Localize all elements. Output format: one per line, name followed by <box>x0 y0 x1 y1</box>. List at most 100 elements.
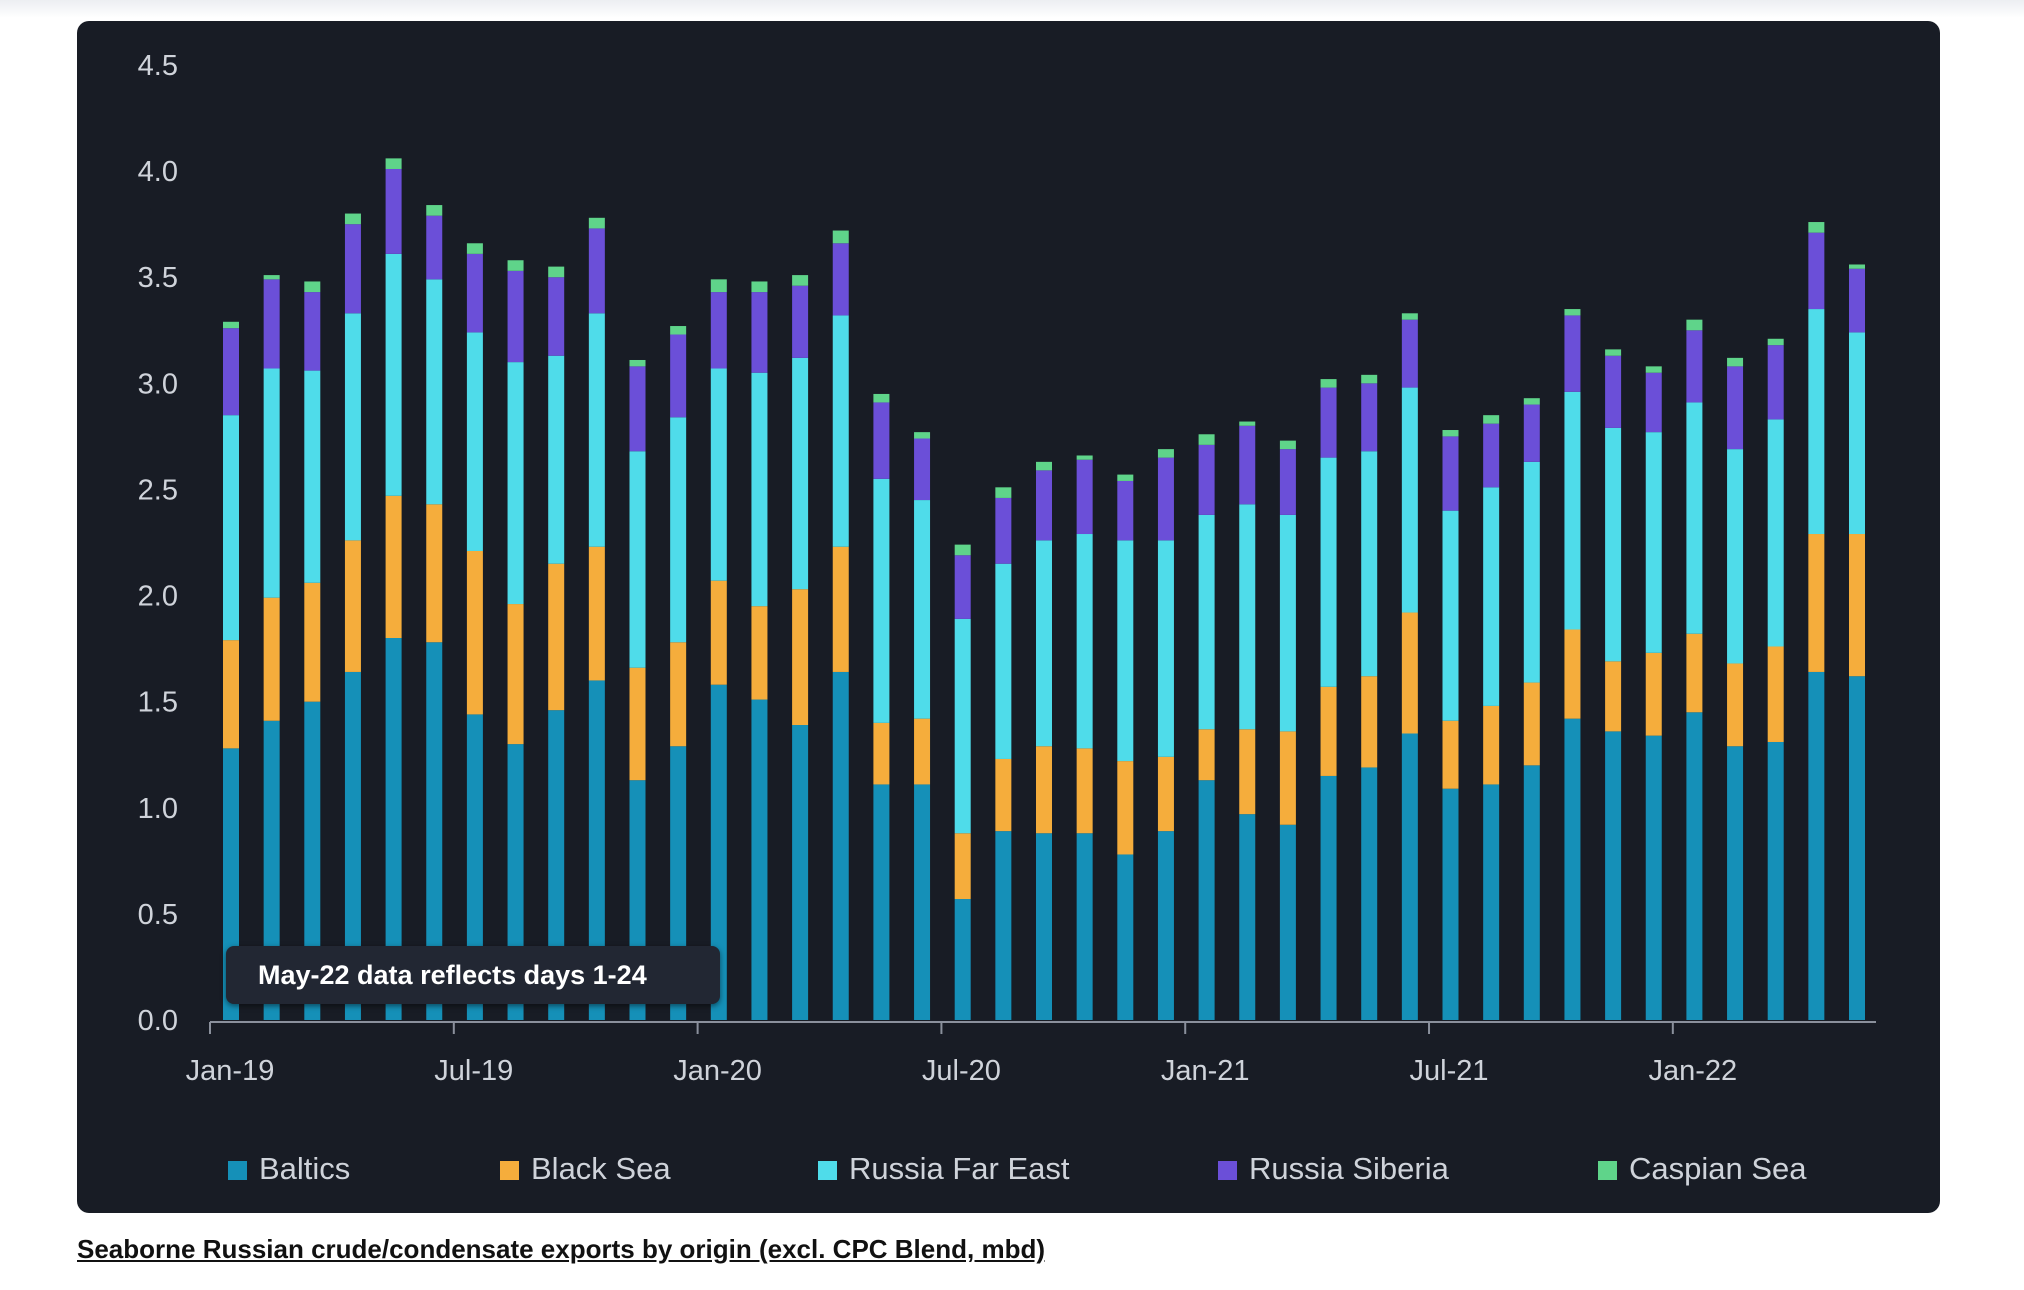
x-tick-label: Jul-20 <box>922 1055 1001 1087</box>
bar-segment-caspian-sea <box>223 321 239 329</box>
bar-segment-black-sea <box>385 495 402 638</box>
bar-segment-caspian-sea <box>1727 357 1744 367</box>
x-tick-label: Jan-19 <box>186 1055 275 1087</box>
bar-segment-caspian-sea <box>1686 319 1703 331</box>
bar-segment-russia-far-east <box>629 451 646 668</box>
bar-segment-black-sea <box>1605 661 1622 732</box>
bar-segment-baltics <box>1076 833 1093 1020</box>
x-tick-label: Jul-21 <box>1410 1055 1489 1087</box>
bar-segment-black-sea <box>304 582 321 702</box>
bar-segment-caspian-sea <box>1076 455 1093 460</box>
bar-segment-russia-far-east <box>223 415 239 641</box>
bar-segment-black-sea <box>1808 534 1825 672</box>
bar-segment-russia-siberia <box>1157 457 1174 541</box>
bar-segment-russia-far-east <box>1727 449 1744 664</box>
bar-segment-black-sea <box>832 546 849 672</box>
bar-segment-russia-far-east <box>1442 510 1459 721</box>
bar-segment-russia-siberia <box>914 438 931 501</box>
bar-segment-russia-siberia <box>670 334 687 418</box>
y-tick-label: 4.5 <box>138 50 178 82</box>
bar-segment-caspian-sea <box>1767 338 1784 346</box>
bar-segment-baltics <box>1808 671 1825 1020</box>
bar-segment-russia-siberia <box>1401 319 1418 388</box>
bar-segment-caspian-sea <box>1239 421 1256 426</box>
bar-segment-russia-far-east <box>588 313 605 547</box>
chart-caption: Seaborne Russian crude/condensate export… <box>77 1234 1045 1264</box>
bar-segment-russia-siberia <box>223 328 239 416</box>
bar-segment-baltics <box>344 671 361 1020</box>
bar-segment-russia-far-east <box>751 372 768 607</box>
bar-segment-caspian-sea <box>954 544 971 556</box>
bar-segment-russia-far-east <box>954 618 971 834</box>
bar-segment-caspian-sea <box>344 213 361 225</box>
bar-segment-baltics <box>1361 767 1378 1020</box>
bar-segment-russia-siberia <box>385 168 402 254</box>
bar-segment-baltics <box>1279 824 1296 1020</box>
bar-segment-baltics <box>1605 731 1622 1020</box>
bar-segment-caspian-sea <box>873 393 890 403</box>
bar-segment-black-sea <box>1483 705 1500 785</box>
bar-segment-russia-far-east <box>995 563 1012 759</box>
y-tick-label: 1.5 <box>138 687 178 719</box>
bar-segment-black-sea <box>1239 729 1256 815</box>
bar-segment-caspian-sea <box>1401 313 1418 320</box>
bar-segment-black-sea <box>344 540 361 672</box>
legend-label: Russia Siberia <box>1249 1151 1450 1186</box>
bar-segment-black-sea <box>1645 652 1662 736</box>
bar-segment-russia-far-east <box>1564 391 1581 630</box>
bar-segment-caspian-sea <box>426 205 443 216</box>
bar-segment-russia-siberia <box>1117 480 1134 541</box>
bar-segment-russia-far-east <box>1645 432 1662 653</box>
legend-swatch-caspian-sea <box>1598 1161 1617 1180</box>
bar-segment-black-sea <box>670 642 687 747</box>
bar-segment-black-sea <box>466 550 483 715</box>
bar-segment-black-sea <box>792 589 809 726</box>
bar-segment-caspian-sea <box>385 158 402 169</box>
bar-segment-black-sea <box>263 597 280 721</box>
bar-segment-baltics <box>751 699 768 1020</box>
bar-segment-russia-far-east <box>426 279 443 505</box>
bar-segment-russia-far-east <box>1076 534 1093 749</box>
bar-segment-baltics <box>1239 814 1256 1020</box>
bar-segment-baltics <box>954 899 971 1020</box>
bar-segment-caspian-sea <box>304 281 321 293</box>
bar-segment-black-sea <box>507 604 524 745</box>
bar-segment-black-sea <box>1401 612 1418 734</box>
x-tick-label: Jan-22 <box>1648 1055 1737 1087</box>
bar-segment-russia-siberia <box>751 292 768 373</box>
bar-segment-russia-siberia <box>629 366 646 452</box>
bar-segment-russia-siberia <box>304 292 321 371</box>
bar-segment-baltics <box>426 642 443 1020</box>
bar-segment-caspian-sea <box>1849 264 1865 269</box>
x-tick-label: Jan-20 <box>673 1055 762 1087</box>
legend-label: Caspian Sea <box>1629 1151 1807 1186</box>
bar-segment-black-sea <box>1157 756 1174 832</box>
bar-segment-russia-far-east <box>792 357 809 590</box>
bar-segment-caspian-sea <box>1320 379 1337 388</box>
bar-segment-russia-siberia <box>1361 383 1378 452</box>
bar-segment-caspian-sea <box>548 266 565 278</box>
bar-segment-caspian-sea <box>1157 449 1174 458</box>
bar-segment-caspian-sea <box>507 260 524 271</box>
bar-segment-russia-far-east <box>263 368 280 598</box>
legend-label: Black Sea <box>531 1151 671 1186</box>
bar-segment-black-sea <box>1442 720 1459 789</box>
legend-swatch-baltics <box>228 1161 247 1180</box>
x-tick-label: Jan-21 <box>1161 1055 1250 1087</box>
bar-segment-russia-far-east <box>1808 309 1825 535</box>
y-tick-label: 1.0 <box>138 793 178 825</box>
bar-segment-black-sea <box>1727 663 1744 747</box>
bar-segment-baltics <box>1686 712 1703 1020</box>
bar-segment-baltics <box>385 638 402 1020</box>
bar-segment-russia-siberia <box>466 253 483 333</box>
bar-segment-russia-siberia <box>1727 366 1744 450</box>
bar-segment-baltics <box>466 714 483 1020</box>
bar-segment-baltics <box>873 784 890 1020</box>
bar-segment-russia-siberia <box>873 402 890 479</box>
bar-segment-baltics <box>1401 733 1418 1020</box>
bar-segment-caspian-sea <box>792 275 809 286</box>
bar-segment-baltics <box>1523 765 1540 1020</box>
bar-segment-russia-far-east <box>832 315 849 547</box>
bar-segment-russia-siberia <box>344 224 361 314</box>
bar-segment-caspian-sea <box>670 326 687 335</box>
